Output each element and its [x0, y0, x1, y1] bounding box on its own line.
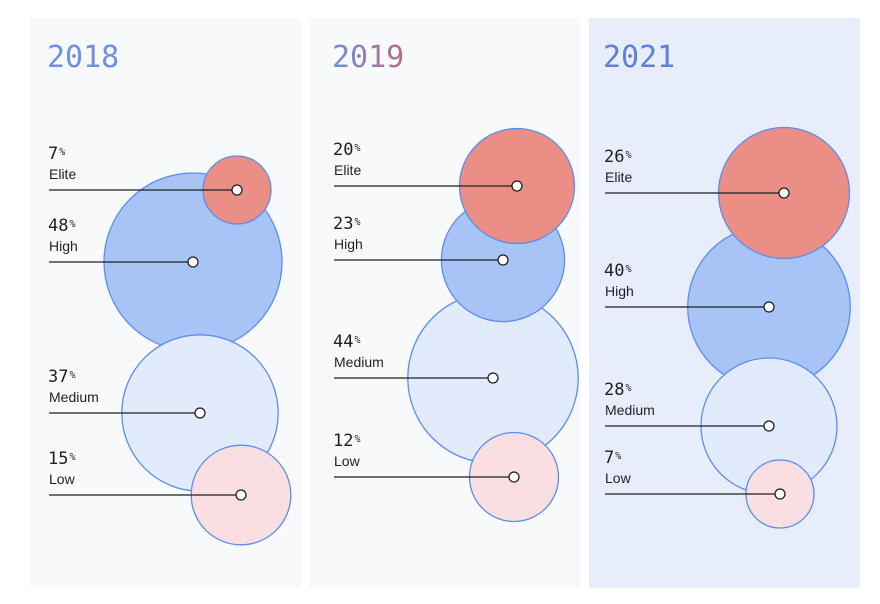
percent-sign: %: [69, 370, 75, 381]
value-number: 26: [604, 147, 624, 167]
value-number: 15: [48, 449, 68, 469]
center-dot-low: [508, 471, 520, 483]
value-number: 7: [604, 448, 614, 468]
center-dot-low: [235, 489, 247, 501]
tier-label-elite: Elite: [605, 169, 632, 185]
value-number: 7: [48, 144, 58, 164]
tier-label-elite: Elite: [49, 166, 76, 182]
value-number: 37: [48, 367, 68, 387]
percent-sign: %: [59, 147, 65, 158]
center-dot-medium: [487, 372, 499, 384]
center-dot-medium: [763, 420, 775, 432]
center-dot-high: [497, 254, 509, 266]
year-label: 2021: [603, 40, 675, 75]
tier-label-medium: Medium: [334, 354, 384, 370]
tier-label-low: Low: [49, 471, 76, 487]
percent-sign: %: [625, 264, 631, 275]
tier-label-high: High: [605, 283, 634, 299]
center-dot-elite: [778, 187, 790, 199]
value-label-medium: 37%: [48, 367, 76, 387]
center-dot-low: [774, 488, 786, 500]
tier-label-medium: Medium: [605, 402, 655, 418]
value-label-elite: 7%: [48, 144, 65, 164]
value-number: 23: [333, 214, 353, 234]
percent-sign: %: [69, 452, 75, 463]
value-label-elite: 20%: [333, 140, 361, 160]
value-number: 40: [604, 261, 624, 281]
value-label-low: 15%: [48, 449, 76, 469]
value-number: 48: [48, 216, 68, 236]
percent-sign: %: [354, 217, 360, 228]
value-label-elite: 26%: [604, 147, 632, 167]
tier-label-low: Low: [605, 470, 632, 486]
center-dot-elite: [511, 180, 523, 192]
value-label-medium: 28%: [604, 380, 632, 400]
percent-sign: %: [625, 383, 631, 394]
year-label: 2018: [47, 40, 119, 75]
panel-2019: 2019 20% Elite 23% High 44% Medium 12% Low: [309, 18, 580, 588]
panel-2021: 2021 26% Elite 40% High 28% Medium 7% Low: [589, 18, 860, 588]
value-number: 44: [333, 332, 353, 352]
value-number: 28: [604, 380, 624, 400]
center-dot-high: [187, 256, 199, 268]
tier-label-high: High: [49, 238, 78, 254]
tier-label-medium: Medium: [49, 389, 99, 405]
center-dot-high: [763, 301, 775, 313]
value-label-high: 40%: [604, 261, 632, 281]
value-label-low: 12%: [333, 431, 361, 451]
percent-sign: %: [69, 219, 75, 230]
center-dot-medium: [194, 407, 206, 419]
year-label: 2019: [332, 40, 404, 75]
tier-label-elite: Elite: [334, 162, 361, 178]
value-label-medium: 44%: [333, 332, 361, 352]
panel-2018: 2018 7% Elite 48% High 37% Medium 15% Low: [30, 18, 301, 588]
percent-sign: %: [354, 143, 360, 154]
value-number: 20: [333, 140, 353, 160]
percent-sign: %: [354, 335, 360, 346]
value-label-high: 23%: [333, 214, 361, 234]
tier-label-low: Low: [334, 453, 361, 469]
value-label-high: 48%: [48, 216, 76, 236]
percent-sign: %: [354, 434, 360, 445]
percent-sign: %: [615, 451, 621, 462]
value-number: 12: [333, 431, 353, 451]
center-dot-elite: [231, 184, 243, 196]
value-label-low: 7%: [604, 448, 621, 468]
percent-sign: %: [625, 150, 631, 161]
tier-label-high: High: [334, 236, 363, 252]
